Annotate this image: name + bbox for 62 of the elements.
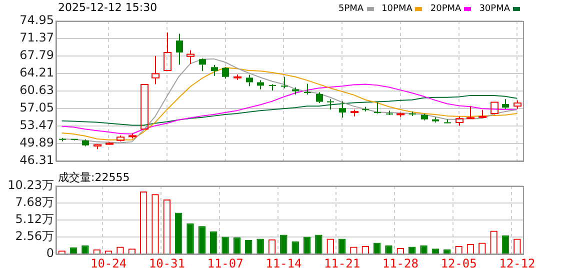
candlestick bbox=[281, 76, 288, 89]
candlestick bbox=[327, 98, 334, 110]
candlestick bbox=[374, 102, 381, 114]
candlestick bbox=[152, 55, 160, 85]
x-tick-label: 10-24 bbox=[90, 256, 127, 270]
legend-label: 30PMA bbox=[479, 4, 511, 14]
y-tick-label: 7.68万 bbox=[15, 195, 54, 210]
x-tick-label: 11-28 bbox=[382, 256, 418, 270]
legend-label: 20PMA bbox=[430, 4, 462, 14]
bar bbox=[443, 249, 451, 254]
x-tick-label: 11-14 bbox=[266, 256, 302, 270]
candlestick bbox=[211, 64, 218, 76]
bar bbox=[292, 241, 299, 254]
x-tick-label: 12-05 bbox=[440, 256, 477, 270]
x-tick-label: 11-07 bbox=[207, 256, 244, 270]
candlestick bbox=[59, 137, 66, 142]
y-tick-label: 53.47 bbox=[20, 118, 54, 132]
y-tick-label: 74.95 bbox=[20, 13, 54, 28]
candlestick bbox=[304, 83, 311, 95]
candlestick bbox=[186, 50, 194, 64]
y-tick-label: 49.89 bbox=[20, 135, 54, 150]
y-tick-label: 0 bbox=[46, 246, 54, 260]
candlestick bbox=[176, 33, 183, 66]
bar bbox=[186, 223, 194, 254]
y-tick-label: 60.63 bbox=[20, 83, 54, 98]
y-tick-label: 2.56万 bbox=[15, 229, 54, 244]
legend-label: 5PMA bbox=[338, 4, 365, 14]
bar bbox=[210, 231, 218, 254]
y-tick-label: 64.21 bbox=[20, 66, 54, 80]
bar bbox=[174, 212, 182, 254]
candlestick bbox=[432, 116, 439, 124]
chart-title: 成交量:22555 bbox=[58, 170, 130, 185]
bar bbox=[280, 234, 288, 254]
candlestick bbox=[246, 74, 253, 87]
candlestick bbox=[292, 86, 299, 95]
bar bbox=[338, 238, 346, 254]
y-tick-label: 67.79 bbox=[20, 48, 54, 62]
x-tick-label: 10-31 bbox=[148, 256, 185, 270]
candlestick bbox=[421, 113, 428, 121]
chart-title: 2025-12-12 15:30 bbox=[58, 1, 158, 14]
candlestick bbox=[502, 98, 509, 110]
bar bbox=[198, 226, 206, 254]
y-tick-label: 57.05 bbox=[20, 100, 54, 114]
candlestick bbox=[466, 106, 474, 120]
y-tick-label: 71.37 bbox=[20, 30, 54, 45]
x-tick-label: 12-12 bbox=[499, 256, 536, 270]
y-tick-label: 5.12万 bbox=[15, 212, 54, 226]
candlestick bbox=[164, 32, 172, 72]
y-tick-label: 10.23万 bbox=[8, 178, 54, 192]
bar bbox=[303, 236, 311, 254]
bar bbox=[222, 236, 229, 254]
y-tick-label: 46.31 bbox=[20, 152, 54, 167]
bar bbox=[233, 237, 241, 254]
legend-label: 10PMA bbox=[382, 4, 414, 14]
candlestick bbox=[269, 84, 276, 92]
x-tick-label: 11-21 bbox=[324, 256, 360, 270]
bar bbox=[245, 240, 252, 254]
bar bbox=[315, 234, 322, 254]
candlestick bbox=[339, 100, 346, 118]
candlestick bbox=[222, 68, 229, 80]
bar bbox=[502, 235, 510, 254]
bar bbox=[256, 238, 264, 254]
